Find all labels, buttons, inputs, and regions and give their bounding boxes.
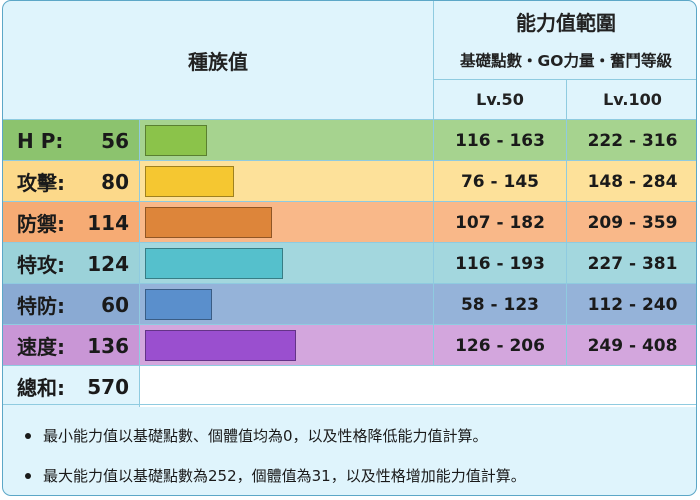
lv100-range: 112 - 240 xyxy=(566,284,696,325)
note-item: 最大能力值以基礎點數為252，個體值為31，以及性格增加能力值計算。 xyxy=(25,465,526,486)
stat-value: 136 xyxy=(87,333,129,358)
stat-bar-cell xyxy=(139,120,433,161)
stat-bar-cell xyxy=(139,161,433,202)
stat-name: H P: xyxy=(17,128,64,153)
lv50-header: Lv.50 xyxy=(433,79,566,119)
bullet-icon xyxy=(25,432,31,439)
lv100-range: 222 - 316 xyxy=(566,120,696,161)
stat-row: H P: 56 116 - 163 222 - 316 xyxy=(3,119,696,161)
stat-label-cell: 特防: 60 xyxy=(3,284,139,325)
base-stats-header: 種族值 xyxy=(188,49,248,74)
lv100-range: 249 - 408 xyxy=(566,325,696,366)
stat-row: 防禦: 114 107 - 182 209 - 359 xyxy=(3,201,696,243)
stat-range-header: 能力值範圍 xyxy=(433,1,696,41)
total-empty-cell xyxy=(139,366,696,407)
lv50-range: 58 - 123 xyxy=(433,284,566,325)
stat-name: 特防: xyxy=(17,294,65,318)
stat-row: 特防: 60 58 - 123 112 - 240 xyxy=(3,283,696,325)
lv100-range: 227 - 381 xyxy=(566,243,696,284)
stat-label-cell: 特攻: 124 xyxy=(3,243,139,284)
note-item: 最小能力值以基礎點數、個體值均為0，以及性格降低能力值計算。 xyxy=(25,425,488,446)
lv100-range: 148 - 284 xyxy=(566,161,696,202)
lv50-range: 107 - 182 xyxy=(433,202,566,243)
stat-label-cell: 防禦: 114 xyxy=(3,202,139,243)
lv50-range: 116 - 163 xyxy=(433,120,566,161)
stat-range-subheader: 基礎點數・GO力量・奮鬥等級 xyxy=(433,41,696,79)
lv50-range: 76 - 145 xyxy=(433,161,566,202)
stat-bar-cell xyxy=(139,202,433,243)
stat-name: 防禦: xyxy=(17,212,65,236)
stat-name: 特攻: xyxy=(17,253,65,277)
stat-bar-cell xyxy=(139,325,433,366)
stat-bar xyxy=(145,166,234,197)
stat-bar xyxy=(145,248,283,279)
stat-bar xyxy=(145,207,272,238)
lv100-header: Lv.100 xyxy=(566,79,696,119)
stat-name: 速度: xyxy=(17,335,65,359)
stat-name: 攻擊: xyxy=(17,171,65,195)
stat-value: 124 xyxy=(87,251,129,276)
stat-label-cell: 攻擊: 80 xyxy=(3,161,139,202)
stat-row: 特攻: 124 116 - 193 227 - 381 xyxy=(3,242,696,284)
stat-value: 80 xyxy=(101,169,129,194)
stat-label-cell: 速度: 136 xyxy=(3,325,139,366)
stat-row: 攻擊: 80 76 - 145 148 - 284 xyxy=(3,160,696,202)
stat-value: 56 xyxy=(101,128,129,153)
bullet-icon xyxy=(25,472,31,479)
note-min-text: 最小能力值以基礎點數、個體值均為0，以及性格降低能力值計算。 xyxy=(43,427,488,445)
stat-value: 60 xyxy=(101,292,129,317)
lv50-range: 116 - 193 xyxy=(433,243,566,284)
total-row: 總和: 570 xyxy=(3,365,696,407)
lv50-range: 126 - 206 xyxy=(433,325,566,366)
stat-bar-cell xyxy=(139,243,433,284)
stat-value: 114 xyxy=(87,210,129,235)
stat-label-cell: H P: 56 xyxy=(3,120,139,161)
total-label-cell: 總和: 570 xyxy=(3,366,139,407)
stat-row: 速度: 136 126 - 206 249 - 408 xyxy=(3,324,696,366)
stat-bar xyxy=(145,125,207,156)
stat-bar xyxy=(145,330,296,361)
stat-bar xyxy=(145,289,212,320)
total-value: 570 xyxy=(87,374,129,399)
note-max-text: 最大能力值以基礎點數為252，個體值為31，以及性格增加能力值計算。 xyxy=(43,467,526,485)
total-name: 總和: xyxy=(17,376,65,400)
stat-bar-cell xyxy=(139,284,433,325)
lv100-range: 209 - 359 xyxy=(566,202,696,243)
notes-section: 最小能力值以基礎點數、個體值均為0，以及性格降低能力值計算。 最大能力值以基礎點… xyxy=(3,404,696,495)
